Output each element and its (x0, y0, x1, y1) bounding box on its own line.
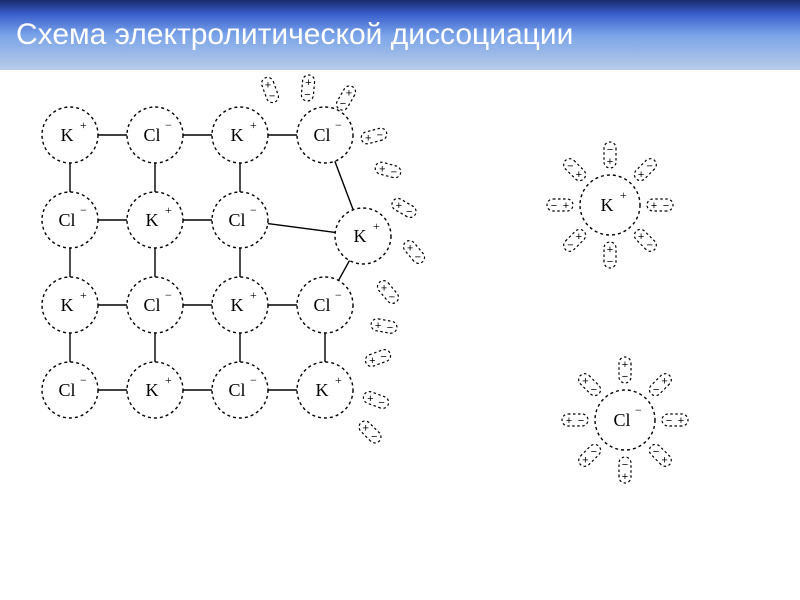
svg-text:+: + (165, 373, 172, 387)
svg-text:K: K (354, 226, 367, 246)
svg-text:−: − (165, 118, 172, 132)
svg-text:+: + (335, 373, 342, 387)
svg-text:−: − (622, 371, 628, 383)
svg-text:K: K (61, 295, 74, 315)
svg-text:+: + (396, 200, 402, 212)
svg-text:−: − (377, 129, 383, 141)
svg-text:+: + (622, 471, 628, 483)
diagram-area: K+Cl−K+Cl−Cl−K+Cl−K+K+Cl−K+Cl−Cl−K+Cl−K+… (0, 70, 800, 600)
svg-text:Cl: Cl (313, 295, 330, 315)
svg-text:+: + (566, 415, 572, 427)
svg-text:−: − (304, 89, 310, 101)
svg-text:+: + (582, 375, 588, 387)
svg-text:−: − (391, 166, 397, 178)
svg-text:Cl: Cl (143, 125, 160, 145)
svg-text:K: K (601, 195, 614, 215)
svg-text:K: K (316, 380, 329, 400)
svg-text:+: + (661, 455, 667, 467)
svg-text:−: − (415, 252, 421, 264)
svg-text:−: − (335, 288, 342, 302)
svg-text:+: + (265, 79, 271, 91)
svg-text:+: + (620, 188, 627, 202)
svg-text:+: + (365, 132, 371, 144)
svg-text:+: + (363, 423, 369, 435)
svg-text:+: + (367, 393, 373, 405)
svg-text:−: − (380, 351, 386, 363)
svg-text:−: − (389, 292, 395, 304)
svg-text:+: + (638, 231, 644, 243)
svg-text:−: − (591, 446, 597, 458)
svg-text:Cl: Cl (58, 380, 75, 400)
svg-text:−: − (622, 459, 628, 471)
svg-text:+: + (305, 77, 311, 89)
svg-text:K: K (146, 210, 159, 230)
svg-text:+: + (678, 415, 684, 427)
svg-text:−: − (80, 203, 87, 217)
svg-text:Cl: Cl (613, 410, 630, 430)
svg-text:+: + (80, 118, 87, 132)
svg-text:Cl: Cl (58, 210, 75, 230)
svg-text:−: − (406, 206, 412, 218)
svg-text:−: − (663, 200, 669, 212)
svg-text:−: − (591, 384, 597, 396)
svg-text:K: K (146, 380, 159, 400)
svg-text:K: K (231, 125, 244, 145)
svg-text:−: − (646, 160, 652, 172)
svg-text:+: + (373, 219, 380, 233)
svg-text:+: + (661, 375, 667, 387)
svg-text:+: + (381, 282, 387, 294)
svg-text:−: − (567, 240, 573, 252)
svg-text:+: + (563, 200, 569, 212)
svg-text:−: − (578, 415, 584, 427)
svg-text:K: K (231, 295, 244, 315)
svg-text:+: + (638, 169, 644, 181)
svg-text:+: + (576, 231, 582, 243)
svg-text:+: + (607, 156, 613, 168)
svg-text:−: − (340, 98, 346, 110)
svg-text:+: + (80, 288, 87, 302)
svg-text:−: − (607, 256, 613, 268)
svg-text:−: − (269, 91, 275, 103)
svg-text:+: + (369, 355, 375, 367)
svg-text:−: − (666, 415, 672, 427)
page-title: Схема электролитической диссоциации (16, 18, 573, 52)
svg-text:−: − (250, 203, 257, 217)
svg-text:Cl: Cl (143, 295, 160, 315)
svg-text:−: − (387, 322, 393, 334)
svg-text:+: + (250, 288, 257, 302)
svg-text:−: − (653, 384, 659, 396)
svg-text:+: + (582, 455, 588, 467)
svg-text:−: − (250, 373, 257, 387)
svg-text:−: − (653, 446, 659, 458)
svg-text:+: + (250, 118, 257, 132)
svg-text:+: + (379, 163, 385, 175)
svg-text:K: K (61, 125, 74, 145)
svg-text:−: − (80, 373, 87, 387)
svg-text:+: + (346, 88, 352, 100)
svg-text:+: + (576, 169, 582, 181)
svg-text:+: + (622, 359, 628, 371)
svg-text:+: + (607, 244, 613, 256)
svg-text:−: − (551, 200, 557, 212)
svg-text:−: − (646, 240, 652, 252)
svg-text:+: + (165, 203, 172, 217)
svg-text:−: − (165, 288, 172, 302)
svg-text:Cl: Cl (313, 125, 330, 145)
svg-text:+: + (651, 200, 657, 212)
svg-text:Cl: Cl (228, 210, 245, 230)
svg-text:+: + (375, 320, 381, 332)
svg-text:+: + (407, 242, 413, 254)
svg-text:−: − (371, 431, 377, 443)
svg-text:Cl: Cl (228, 380, 245, 400)
svg-text:−: − (335, 118, 342, 132)
dissociation-diagram: K+Cl−K+Cl−Cl−K+Cl−K+K+Cl−K+Cl−Cl−K+Cl−K+… (0, 70, 800, 600)
svg-text:−: − (567, 160, 573, 172)
title-bar: Схема электролитической диссоциации (0, 0, 800, 70)
svg-text:−: − (635, 403, 642, 417)
svg-text:−: − (378, 397, 384, 409)
svg-text:−: − (607, 144, 613, 156)
